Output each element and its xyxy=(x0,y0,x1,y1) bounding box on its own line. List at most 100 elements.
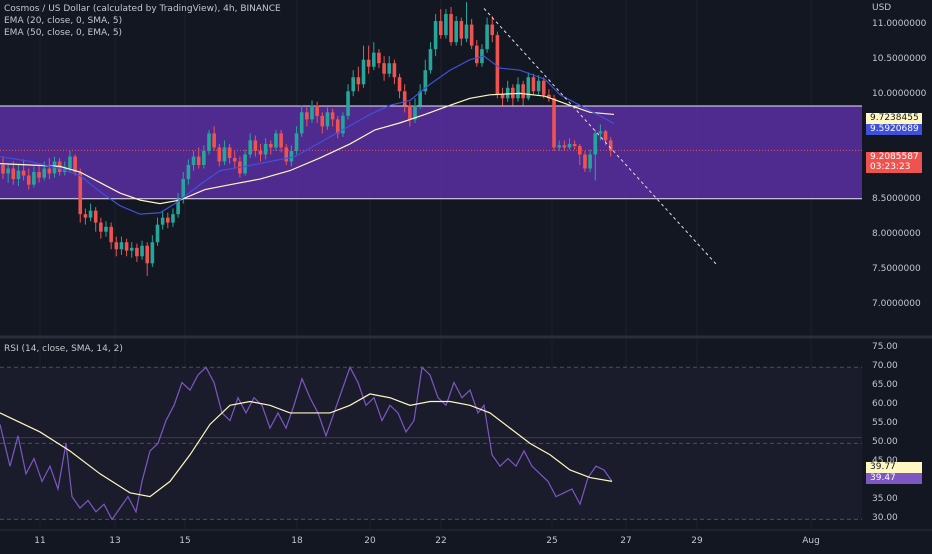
candle-body xyxy=(294,133,299,151)
candle-body xyxy=(346,91,350,116)
candle-body xyxy=(150,242,155,264)
candle-body xyxy=(500,94,505,99)
candle xyxy=(449,7,453,46)
candle xyxy=(243,149,247,176)
rsi-tick-label: 75.00 xyxy=(872,342,898,353)
candle xyxy=(166,212,170,229)
candle-body xyxy=(377,52,381,64)
candle xyxy=(135,243,139,262)
candle xyxy=(593,129,598,181)
candle xyxy=(500,87,505,106)
candle xyxy=(99,217,103,239)
candle-body xyxy=(99,222,103,232)
time-tick-label: 29 xyxy=(691,536,703,546)
candle-body xyxy=(26,175,31,185)
candle xyxy=(47,157,52,180)
candle-body xyxy=(526,77,531,99)
candle xyxy=(547,89,551,102)
candle-body xyxy=(413,105,417,120)
rsi-legend[interactable]: RSI (14, close, SMA, 14, 2) xyxy=(4,344,123,354)
candle-body xyxy=(351,77,355,92)
candle xyxy=(263,138,268,160)
candle-body xyxy=(536,80,541,92)
candle xyxy=(88,203,93,222)
candle-body xyxy=(104,226,108,232)
candle-body xyxy=(449,14,453,43)
ema50-legend[interactable]: EMA (50, close, 0, EMA, 5) xyxy=(4,28,123,38)
ema20-legend[interactable]: EMA (20, close, 0, SMA, 5) xyxy=(4,16,123,26)
bar-countdown-tag: 03:23:23 xyxy=(866,162,922,173)
candle-body xyxy=(186,165,191,180)
time-tick-label: 13 xyxy=(109,536,121,546)
candle-body xyxy=(269,143,273,148)
candle-body xyxy=(341,115,345,134)
candle xyxy=(418,84,422,109)
candle-body xyxy=(232,157,237,162)
candle xyxy=(212,126,216,151)
rsi-value-tag: 39.47 xyxy=(866,473,922,484)
rsi-tick-label: 65.00 xyxy=(872,380,898,391)
support-resistance-zone xyxy=(0,105,862,200)
candle-body xyxy=(37,172,41,178)
symbol-title[interactable]: Cosmos / US Dollar (calculated by Tradin… xyxy=(4,4,281,14)
candle xyxy=(253,135,258,157)
zone-rect xyxy=(0,106,862,199)
candle xyxy=(73,154,77,176)
candle xyxy=(552,94,556,151)
candle xyxy=(444,9,448,39)
candle xyxy=(583,150,587,173)
candle-body xyxy=(124,242,129,251)
rsi-pane[interactable] xyxy=(0,365,862,521)
candle xyxy=(202,145,206,169)
candle xyxy=(490,16,495,43)
rsi-ma-value-tag: 39.77 xyxy=(866,462,922,473)
candle-body xyxy=(438,21,443,36)
candle-body xyxy=(335,119,340,134)
price-tick-label: 10.0000000 xyxy=(872,88,927,99)
candle xyxy=(1,156,5,180)
candle-body xyxy=(145,245,149,264)
candle-body xyxy=(248,140,252,155)
time-tick-label: Aug xyxy=(802,536,820,546)
candle-body xyxy=(521,84,525,99)
candle xyxy=(315,101,319,123)
candle-body xyxy=(531,77,536,92)
candle-body xyxy=(222,147,227,162)
candle xyxy=(361,45,366,88)
candle xyxy=(191,150,196,171)
candles[interactable] xyxy=(1,2,613,276)
candle xyxy=(124,238,129,257)
candle-body xyxy=(320,115,325,127)
candle xyxy=(310,100,314,123)
candle xyxy=(366,45,371,74)
rsi-tick-label: 35.00 xyxy=(872,494,898,505)
candle-body xyxy=(464,24,469,39)
ema20-value-tag: 9.5920689 xyxy=(866,124,922,135)
rsi-tick-label: 55.00 xyxy=(872,418,898,429)
rsi-ma-line xyxy=(0,393,613,498)
candle-body xyxy=(578,146,582,155)
candle-body xyxy=(382,63,386,74)
candle-body xyxy=(21,170,26,176)
candle-body xyxy=(68,156,72,169)
candle xyxy=(531,73,536,95)
candle xyxy=(258,143,263,162)
candle-body xyxy=(361,59,366,85)
candle xyxy=(485,17,489,53)
candle xyxy=(279,129,283,153)
candle-body xyxy=(330,112,335,120)
currency-label: USD xyxy=(872,3,892,13)
candle-body xyxy=(88,210,93,218)
candle xyxy=(274,129,278,151)
candle xyxy=(567,138,572,150)
candle-body xyxy=(78,172,83,215)
moving-averages xyxy=(0,55,615,215)
candle-body xyxy=(227,147,232,158)
candle-body xyxy=(547,94,551,99)
price-tick-label: 8.5000000 xyxy=(872,194,921,205)
candle-body xyxy=(279,133,283,148)
candle-body xyxy=(310,105,314,120)
candle-body xyxy=(207,133,211,151)
